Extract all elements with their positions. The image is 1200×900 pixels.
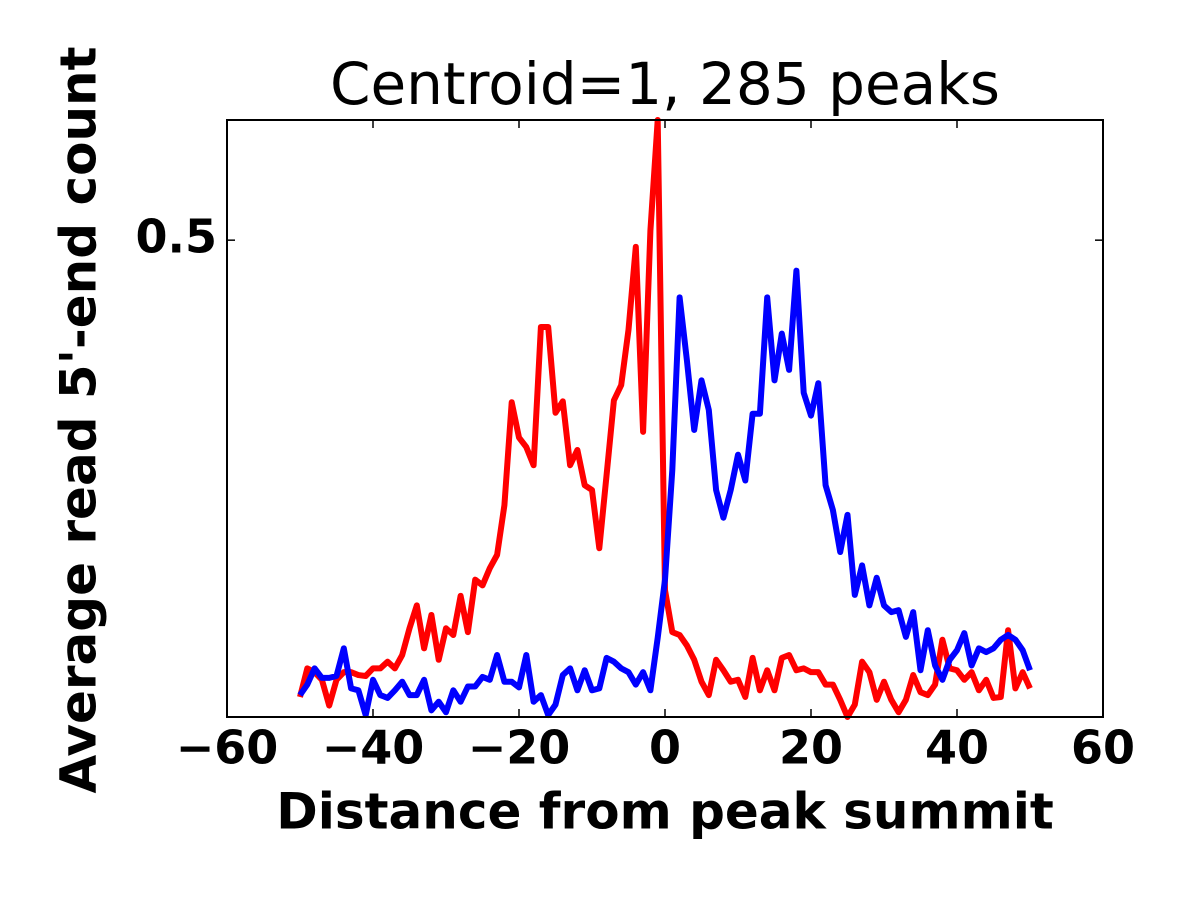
x-tick-label: −40: [322, 721, 425, 775]
x-axis-label: Distance from peak summit: [276, 783, 1054, 841]
x-tick-label: −60: [176, 721, 279, 775]
chart-title: Centroid=1, 285 peaks: [330, 50, 1000, 118]
x-tick-label: 20: [779, 721, 843, 775]
x-tick-label: −20: [468, 721, 571, 775]
plot-frame: [226, 119, 1104, 718]
data-line: [297, 117, 1033, 720]
data-line: [297, 267, 1033, 719]
y-tick-label: 0.5: [136, 210, 218, 264]
x-tick-label: 60: [1071, 721, 1135, 775]
y-axis-label: Average read 5'-end count: [50, 46, 108, 793]
x-tick-label: 40: [925, 721, 989, 775]
x-tick-label: 0: [649, 721, 681, 775]
